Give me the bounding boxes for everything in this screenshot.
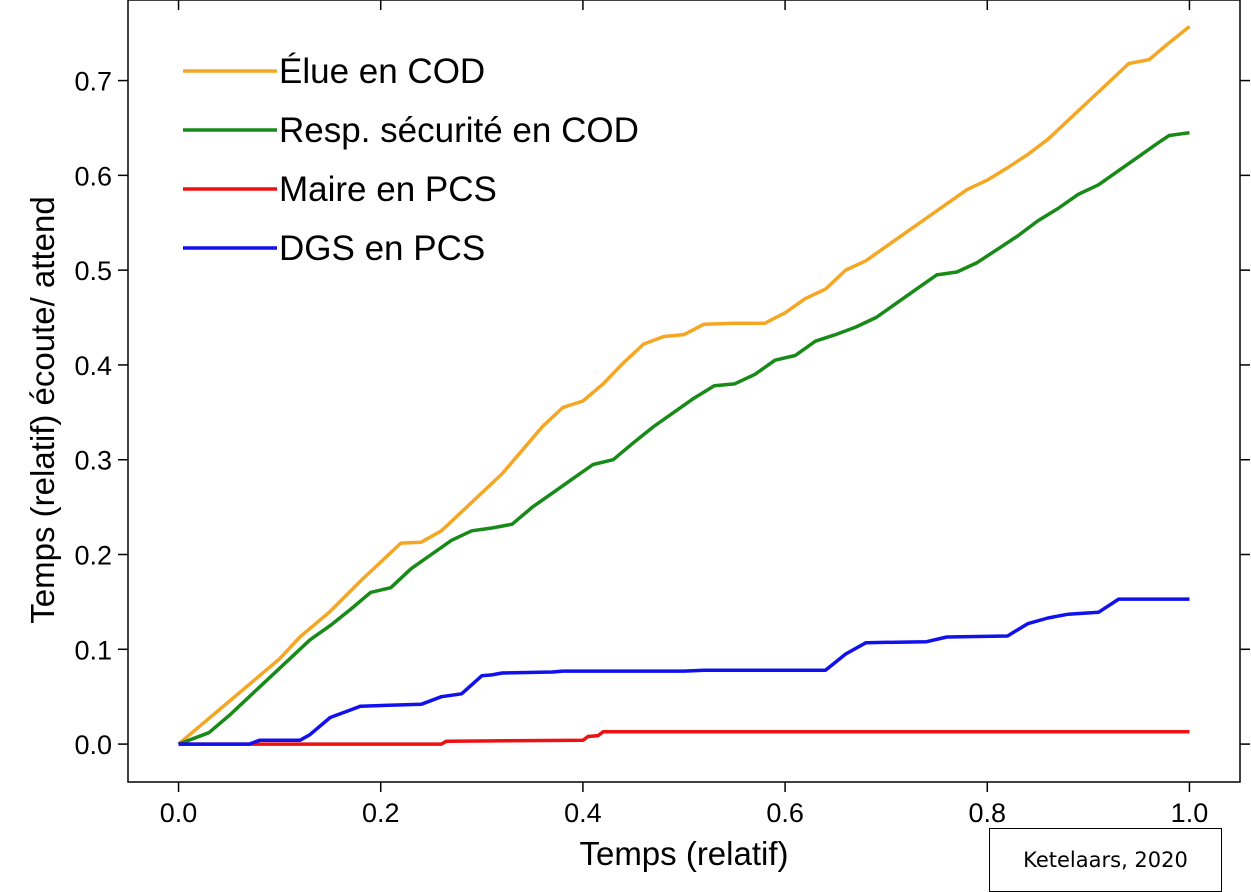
y-tick-label: 0.5: [74, 256, 112, 286]
x-tick-label: 0.0: [160, 798, 198, 828]
series-line-0: [177, 25, 1191, 746]
y-tick-label: 0.3: [74, 446, 112, 476]
credit-text: Ketelaars, 2020: [1023, 848, 1188, 872]
legend: Élue en COD Resp. sécurité en COD Maire en…: [183, 52, 639, 268]
y-tick-label: 0.7: [74, 67, 112, 97]
x-tick-label: 0.2: [362, 798, 400, 828]
x-tick-label: 1.0: [1171, 798, 1209, 828]
credit-box: Ketelaars, 2020: [989, 828, 1222, 892]
legend-label: Maire en PCS: [279, 170, 497, 209]
x-axis-label: Temps (relatif): [579, 835, 788, 872]
y-tick-label: 0.4: [74, 351, 112, 381]
plot-frame: [127, 0, 1241, 783]
x-tick-label: 0.6: [766, 798, 804, 828]
legend-label: Resp. sécurité en COD: [279, 111, 639, 150]
y-tick-label: 0.0: [74, 730, 112, 760]
series-lines: [177, 25, 1191, 746]
series-line-3: [178, 597, 1190, 746]
legend-label: Élue en COD: [279, 52, 485, 91]
x-tick-label: 0.4: [564, 798, 602, 828]
x-tick-label: 0.8: [968, 798, 1006, 828]
y-tick-label: 0.6: [74, 161, 112, 191]
legend-label: DGS en PCS: [279, 229, 485, 268]
series-line-2: [178, 730, 1190, 746]
y-tick-label: 0.1: [74, 635, 112, 665]
axis-ticks: 0.0 0.2 0.4 0.6 0.8 1.0 0.0 0.1 0.2 0.3 0.4 0.5 0.6 0…: [74, 0, 1250, 828]
y-axis-label: Temps (relatif) écoute/ attend: [24, 196, 61, 623]
series-line-1: [177, 130, 1190, 746]
y-tick-label: 0.2: [74, 541, 112, 571]
